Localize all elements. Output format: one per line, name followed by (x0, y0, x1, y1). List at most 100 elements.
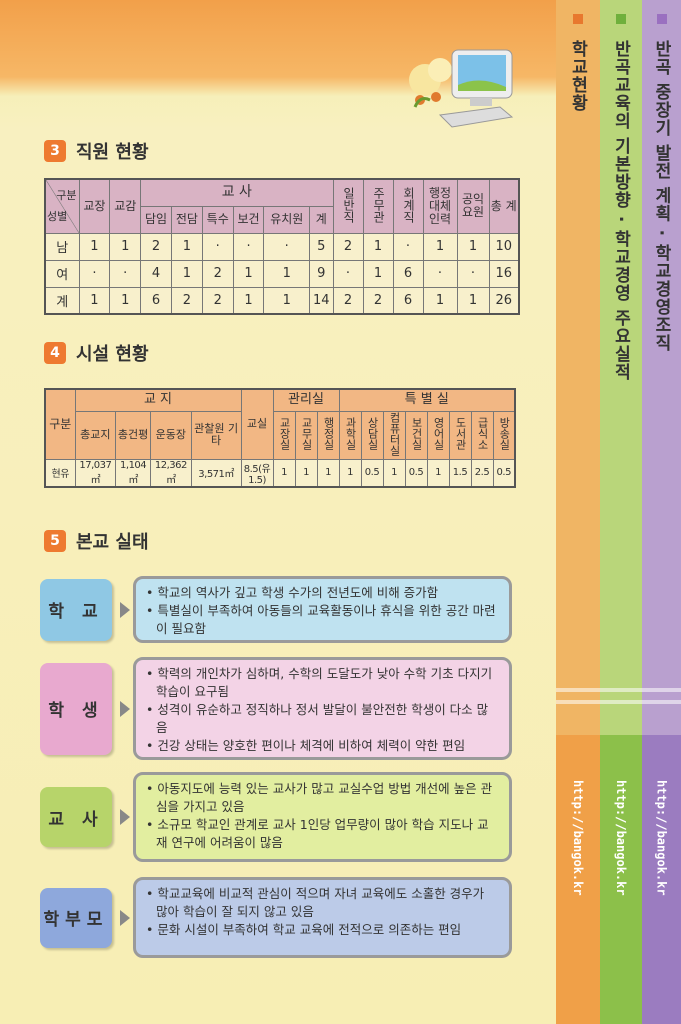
header-text: 영어실 (432, 417, 445, 450)
status-point: 문화 시설이 부족하여 학교 교육에 전적으로 의존하는 편임 (146, 921, 499, 939)
category-label: 학 교 (40, 578, 112, 641)
table-cell: 8.5(유1.5) (240, 458, 274, 488)
header-text: 과학실 (344, 417, 357, 450)
header-land-sub: 운동장 (150, 410, 192, 460)
stripe (600, 688, 642, 692)
sidebar-tab-basic-direction[interactable]: 반곡교육의 기본방향 · 학교경영 주요실적 http://bangok.kr (600, 0, 642, 1024)
header-vice-principal: 교감 (109, 178, 142, 234)
row-label: 남 (44, 232, 80, 261)
table-cell: 1 (294, 458, 318, 488)
table-cell: 1 (170, 259, 203, 288)
row-label: 여 (44, 259, 80, 288)
header-admin-staff: 행정대체인력 (422, 178, 458, 234)
status-points: 학력의 개인차가 심하며, 수학의 도달도가 낮아 수학 기초 다지기 학습이 … (146, 665, 499, 755)
table-cell: · (109, 259, 142, 288)
tab-url[interactable]: http://bangok.kr (614, 780, 628, 896)
table-cell: 1 (426, 458, 450, 488)
header-room: 도서관 (448, 410, 472, 460)
category-label: 학 생 (40, 662, 112, 755)
table-cell: 2 (140, 232, 172, 261)
tab-label: 반곡교육의 기본방향 · 학교경영 주요실적 (610, 40, 631, 382)
table-cell: 0.5 (404, 458, 428, 488)
table-cell: 1 (232, 259, 265, 288)
section-title: 시설 현황 (76, 344, 149, 365)
section-4-heading: 4 시설 현황 (44, 340, 149, 366)
row-label: 계 (44, 286, 80, 315)
table-cell: · (263, 232, 311, 261)
table-cell: 1 (362, 259, 394, 288)
square-marker-icon (656, 14, 667, 24)
table-cell: 12,362㎡ (150, 458, 192, 488)
status-point: 건강 상태는 양호한 편이나 체격에 비하여 체력이 약한 편임 (146, 737, 499, 755)
table-cell: 2.5 (470, 458, 494, 488)
table-cell: 1 (263, 259, 311, 288)
table-cell: 1 (456, 286, 490, 315)
header-teachers: 교 사 (140, 178, 334, 207)
status-box: 학력의 개인차가 심하며, 수학의 도달도가 낮아 수학 기초 다지기 학습이 … (133, 657, 512, 760)
table-cell: 6 (392, 259, 424, 288)
table-cell: 1 (109, 286, 142, 315)
header-room: 컴퓨터실 (382, 410, 406, 460)
header-accounting: 회계직 (392, 178, 424, 234)
sidebar-tab-school-status[interactable]: 학교현황 http://bangok.kr (556, 0, 600, 1024)
table-cell: 1 (78, 286, 111, 315)
table-cell: 0.5 (360, 458, 384, 488)
computer-illustration-icon (409, 49, 514, 128)
header-text: 급식소 (476, 417, 489, 450)
header-text: 일반직 (341, 186, 356, 223)
table-cell: 1 (338, 458, 362, 488)
header-room: 과학실 (338, 410, 362, 460)
header-teacher-sub: 전담 (170, 205, 203, 234)
table-cell: 1 (382, 458, 406, 488)
section-title: 직원 현황 (76, 142, 149, 163)
arrow-icon (120, 809, 130, 825)
table-cell: · (456, 259, 490, 288)
section-3-heading: 3 직원 현황 (44, 138, 149, 164)
stripe (556, 688, 600, 692)
arrow-icon (120, 700, 130, 717)
header-principal: 교장 (78, 178, 111, 234)
header-text: 교무실 (300, 417, 313, 450)
table-cell: 2 (201, 286, 234, 315)
row-label: 현유 (44, 458, 76, 488)
header-land-sub: 관찰원 기타 (190, 410, 242, 460)
tab-label: 반곡 중장기 발전 계획 · 학교경영조직 (651, 40, 671, 353)
status-point: 학교교육에 비교적 관심이 적으며 자녀 교육에도 소홀한 경우가 많아 학습이… (146, 885, 499, 921)
header-special-rooms: 특 별 실 (338, 388, 516, 412)
table-cell: 1.5 (448, 458, 472, 488)
table-cell: 16 (488, 259, 520, 288)
tab-url[interactable]: http://bangok.kr (654, 780, 669, 896)
sidebar-tab-long-term-plan[interactable]: 반곡 중장기 발전 계획 · 학교경영조직 http://bangok.kr (642, 0, 681, 1024)
facility-table: 구분 교 지 교실 관리실 특 별 실 총교지 총건평 운동장 관찰원 기타 교장실 교무… (44, 388, 516, 488)
square-marker-icon (616, 14, 626, 24)
table-cell: 1 (170, 232, 203, 261)
table-cell: 9 (309, 259, 334, 288)
table-cell: 0.5 (492, 458, 516, 488)
header-management: 관리실 (272, 388, 340, 412)
header-general: 일반직 (332, 178, 364, 234)
section-number: 3 (44, 140, 66, 162)
table-cell: 26 (488, 286, 520, 315)
stripe (556, 700, 600, 704)
table-cell: 2 (170, 286, 203, 315)
section-5-heading: 5 본교 실태 (44, 528, 149, 554)
table-cell: 5 (309, 232, 334, 261)
header-room: 교장실 (272, 410, 296, 460)
table-cell: · (232, 232, 265, 261)
tab-url[interactable]: http://bangok.kr (571, 780, 585, 896)
header-land-sub: 총건평 (115, 410, 152, 460)
arrow-icon (120, 909, 130, 926)
status-box: 학교의 역사가 깊고 학생 수가의 전년도에 비해 증가함특별실이 부족하여 아… (133, 576, 512, 643)
category-label: 교 사 (40, 787, 112, 847)
table-cell: 1,104㎡ (115, 458, 152, 488)
status-box: 아동지도에 능력 있는 교사가 많고 교실수업 방법 개선에 높은 관심을 가지… (133, 772, 512, 862)
corner-bottom-label: 성별 (47, 210, 68, 224)
status-point: 학력의 개인차가 심하며, 수학의 도달도가 낮아 수학 기초 다지기 학습이 … (146, 665, 499, 701)
status-points: 학교교육에 비교적 관심이 적으며 자녀 교육에도 소홀한 경우가 많아 학습이… (146, 885, 499, 939)
header-room: 급식소 (470, 410, 494, 460)
status-point: 소규모 학교인 관계로 교사 1인당 업무량이 많아 학습 지도나 교재 연구에… (146, 816, 499, 852)
table-cell: 17,037㎡ (74, 458, 117, 488)
table-cell: · (78, 259, 111, 288)
tab-lower-band (600, 735, 642, 1024)
tab-lower-band (642, 735, 681, 1024)
